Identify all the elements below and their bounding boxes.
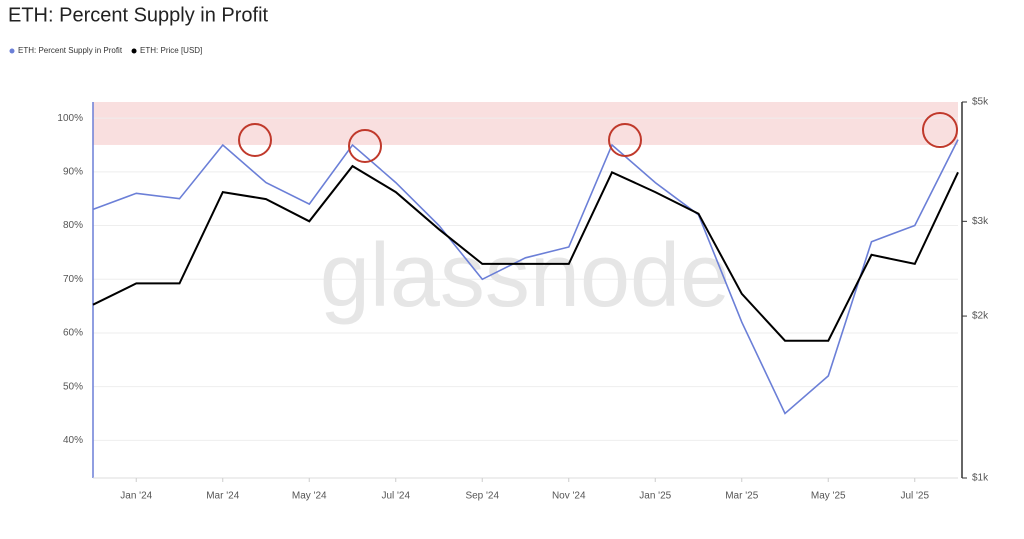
- watermark: glassnode: [320, 226, 730, 326]
- legend: ETH: Percent Supply in Profit ETH: Price …: [9, 46, 202, 55]
- y-tick-label: 60%: [63, 328, 83, 339]
- y-tick-label: 80%: [63, 220, 83, 231]
- x-tick-label: May '24: [292, 491, 327, 502]
- annotations: [238, 112, 958, 163]
- plot: 40% 50% 60% 70% 80% 90% 100% $1k $2k $3k $5k Jan '2…: [57, 97, 989, 502]
- lines: [92, 139, 959, 415]
- legend-label: ETH: Percent Supply in Profit: [18, 46, 123, 55]
- x-tick-label: May '25: [811, 491, 846, 502]
- y-tick-label: 50%: [63, 381, 83, 392]
- y2-tick-label: $1k: [972, 473, 989, 484]
- y-tick-label: 90%: [63, 166, 83, 177]
- highlight-circle: [922, 112, 958, 148]
- highlight-circle: [238, 123, 272, 157]
- y2-tick-label: $5k: [972, 97, 989, 108]
- legend-label: ETH: Price [USD]: [140, 46, 202, 55]
- y2-tick-label: $3k: [972, 216, 989, 227]
- y-tick-label: 70%: [63, 274, 83, 285]
- legend-marker: [131, 48, 137, 54]
- x-tick-label: Jan '25: [639, 491, 671, 502]
- legend-marker: [9, 48, 15, 54]
- x-tick-label: Mar '25: [725, 491, 758, 502]
- highlight-circle: [348, 129, 382, 163]
- x-tick-label: Jul '25: [900, 491, 929, 502]
- y2-tick-label: $2k: [972, 311, 989, 322]
- x-tick-label: Nov '24: [552, 491, 586, 502]
- series-line: [92, 139, 959, 415]
- x-tick-label: Jul '24: [381, 491, 410, 502]
- x-tick-label: Mar '24: [206, 491, 239, 502]
- series-line: [92, 164, 959, 342]
- highlight-band: [93, 102, 958, 145]
- x-tick-label: Sep '24: [465, 491, 499, 502]
- x-tick-label: Jan '24: [120, 491, 152, 502]
- y-tick-label: 100%: [57, 113, 83, 124]
- y-tick-label: 40%: [63, 435, 83, 446]
- highlight-circle: [608, 123, 642, 157]
- chart-title: ETH: Percent Supply in Profit: [8, 4, 269, 26]
